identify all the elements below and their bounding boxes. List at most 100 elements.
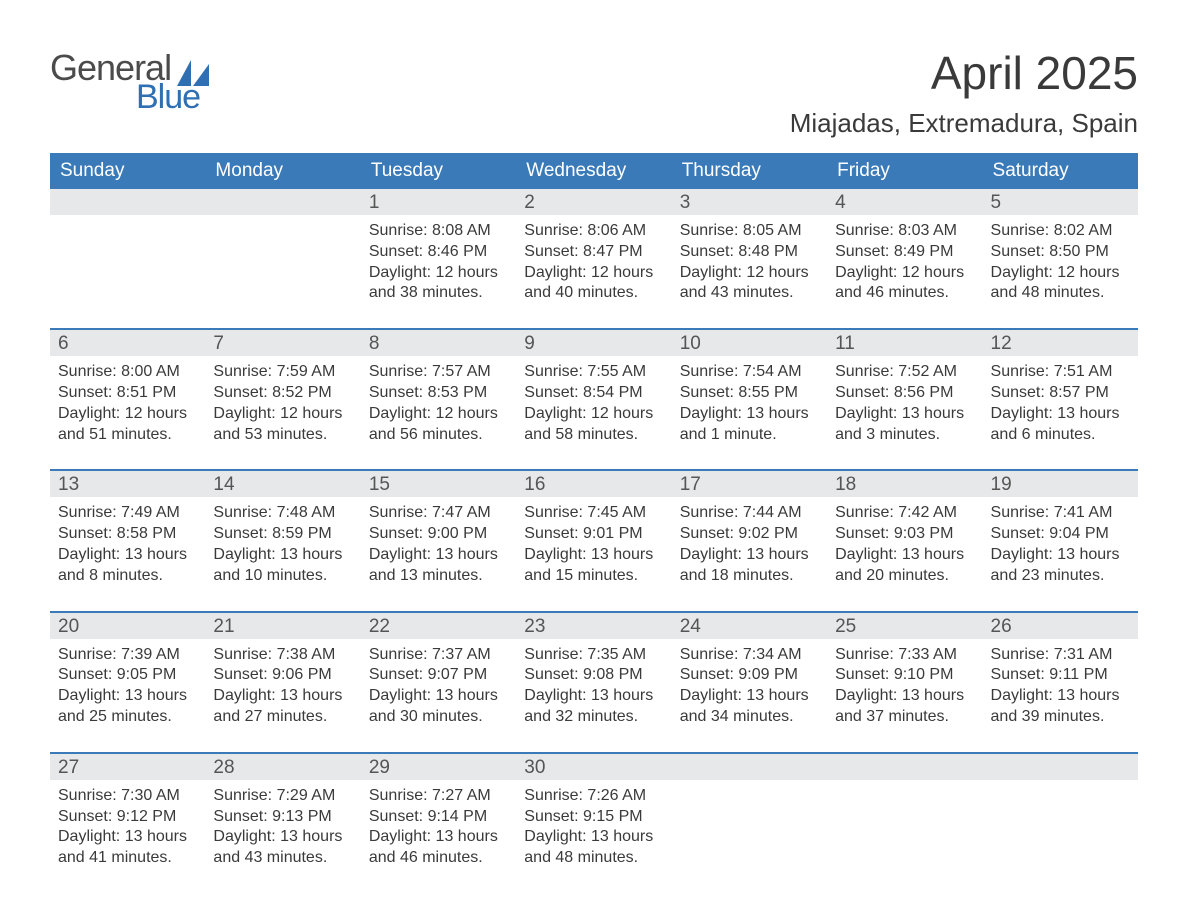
sunset-label: Sunset: [680,525,734,542]
sunset-line: Sunset: 9:03 PM [835,524,974,545]
day-cell: 26Sunrise: 7:31 AMSunset: 9:11 PMDayligh… [983,613,1138,728]
day-body: Sunrise: 7:30 AMSunset: 9:12 PMDaylight:… [50,780,205,869]
sunrise-value: 7:29 AM [277,787,336,804]
sunrise-value: 7:47 AM [432,504,491,521]
day-number: 12 [983,330,1138,356]
daylight-label: Daylight: [991,264,1053,281]
sunset-label: Sunset: [835,243,889,260]
day-cell [205,189,360,304]
sunrise-label: Sunrise: [213,363,272,380]
day-number [672,754,827,780]
day-number: 17 [672,471,827,497]
daylight-line: Daylight: 13 hours and 13 minutes. [369,545,508,587]
daylight-line: Daylight: 13 hours and 1 minute. [680,404,819,446]
sunset-line: Sunset: 8:47 PM [524,242,663,263]
sunrise-line: Sunrise: 7:48 AM [213,503,352,524]
sunrise-line: Sunrise: 7:27 AM [369,786,508,807]
day-cell: 21Sunrise: 7:38 AMSunset: 9:06 PMDayligh… [205,613,360,728]
daylight-label: Daylight: [680,546,742,563]
sunrise-line: Sunrise: 7:47 AM [369,503,508,524]
sunrise-label: Sunrise: [835,646,894,663]
sunrise-line: Sunrise: 7:59 AM [213,362,352,383]
sunset-value: 8:46 PM [428,243,488,260]
day-cell: 27Sunrise: 7:30 AMSunset: 9:12 PMDayligh… [50,754,205,869]
sunset-line: Sunset: 9:12 PM [58,807,197,828]
sunrise-value: 7:59 AM [277,363,336,380]
calendar-week: 20Sunrise: 7:39 AMSunset: 9:05 PMDayligh… [50,611,1138,728]
daylight-line: Daylight: 12 hours and 38 minutes. [369,263,508,305]
day-cell: 12Sunrise: 7:51 AMSunset: 8:57 PMDayligh… [983,330,1138,445]
day-body: Sunrise: 7:42 AMSunset: 9:03 PMDaylight:… [827,497,982,586]
sunset-line: Sunset: 9:07 PM [369,665,508,686]
sunset-label: Sunset: [369,243,423,260]
sunrise-label: Sunrise: [369,222,428,239]
calendar: SundayMondayTuesdayWednesdayThursdayFrid… [50,153,1138,869]
sunrise-value: 7:37 AM [432,646,491,663]
day-body: Sunrise: 7:45 AMSunset: 9:01 PMDaylight:… [516,497,671,586]
sunrise-line: Sunrise: 7:57 AM [369,362,508,383]
sunrise-value: 7:34 AM [743,646,802,663]
sunrise-label: Sunrise: [213,504,272,521]
sunrise-label: Sunrise: [991,646,1050,663]
sunset-line: Sunset: 9:00 PM [369,524,508,545]
daylight-line: Daylight: 13 hours and 34 minutes. [680,686,819,728]
day-cell: 3Sunrise: 8:05 AMSunset: 8:48 PMDaylight… [672,189,827,304]
sunset-value: 8:50 PM [1049,243,1109,260]
sunset-label: Sunset: [213,384,267,401]
daylight-label: Daylight: [58,546,120,563]
day-body: Sunrise: 8:00 AMSunset: 8:51 PMDaylight:… [50,356,205,445]
sunrise-value: 7:45 AM [587,504,646,521]
daylight-label: Daylight: [369,828,431,845]
sunrise-value: 7:31 AM [1054,646,1113,663]
day-number: 7 [205,330,360,356]
sunset-line: Sunset: 8:48 PM [680,242,819,263]
sunrise-label: Sunrise: [524,504,583,521]
calendar-week: 1Sunrise: 8:08 AMSunset: 8:46 PMDaylight… [50,189,1138,304]
day-cell [50,189,205,304]
sunrise-value: 7:55 AM [587,363,646,380]
sunrise-label: Sunrise: [524,646,583,663]
day-body: Sunrise: 7:57 AMSunset: 8:53 PMDaylight:… [361,356,516,445]
sunset-value: 8:49 PM [894,243,954,260]
daylight-line: Daylight: 12 hours and 43 minutes. [680,263,819,305]
day-header: Sunday [50,153,205,189]
sunset-label: Sunset: [213,666,267,683]
daylight-label: Daylight: [680,687,742,704]
daylight-line: Daylight: 13 hours and 27 minutes. [213,686,352,728]
sunrise-label: Sunrise: [213,646,272,663]
day-cell: 24Sunrise: 7:34 AMSunset: 9:09 PMDayligh… [672,613,827,728]
sunset-value: 9:04 PM [1049,525,1109,542]
sunset-value: 8:53 PM [428,384,488,401]
sunrise-value: 8:03 AM [898,222,957,239]
sunset-value: 8:57 PM [1049,384,1109,401]
daylight-line: Daylight: 12 hours and 46 minutes. [835,263,974,305]
sunset-label: Sunset: [369,525,423,542]
day-body: Sunrise: 7:41 AMSunset: 9:04 PMDaylight:… [983,497,1138,586]
day-body: Sunrise: 7:49 AMSunset: 8:58 PMDaylight:… [50,497,205,586]
sunset-value: 9:13 PM [272,808,332,825]
day-number: 5 [983,189,1138,215]
sunset-value: 9:08 PM [583,666,643,683]
sunrise-label: Sunrise: [680,646,739,663]
sunset-line: Sunset: 8:59 PM [213,524,352,545]
sunrise-label: Sunrise: [524,787,583,804]
sunset-label: Sunset: [991,243,1045,260]
day-body [983,780,1138,868]
day-body: Sunrise: 8:02 AMSunset: 8:50 PMDaylight:… [983,215,1138,304]
day-cell: 16Sunrise: 7:45 AMSunset: 9:01 PMDayligh… [516,471,671,586]
day-cell [672,754,827,869]
topbar: General Blue April 2025 Miajadas, Extrem… [50,50,1138,139]
sunrise-line: Sunrise: 8:00 AM [58,362,197,383]
sunset-label: Sunset: [369,384,423,401]
day-body: Sunrise: 7:38 AMSunset: 9:06 PMDaylight:… [205,639,360,728]
day-cell: 10Sunrise: 7:54 AMSunset: 8:55 PMDayligh… [672,330,827,445]
daylight-label: Daylight: [58,828,120,845]
sunset-line: Sunset: 8:52 PM [213,383,352,404]
sunset-value: 9:00 PM [428,525,488,542]
day-number: 1 [361,189,516,215]
day-cell: 29Sunrise: 7:27 AMSunset: 9:14 PMDayligh… [361,754,516,869]
sunset-value: 8:47 PM [583,243,643,260]
day-number: 16 [516,471,671,497]
title-block: April 2025 Miajadas, Extremadura, Spain [790,50,1138,139]
day-cell: 2Sunrise: 8:06 AMSunset: 8:47 PMDaylight… [516,189,671,304]
